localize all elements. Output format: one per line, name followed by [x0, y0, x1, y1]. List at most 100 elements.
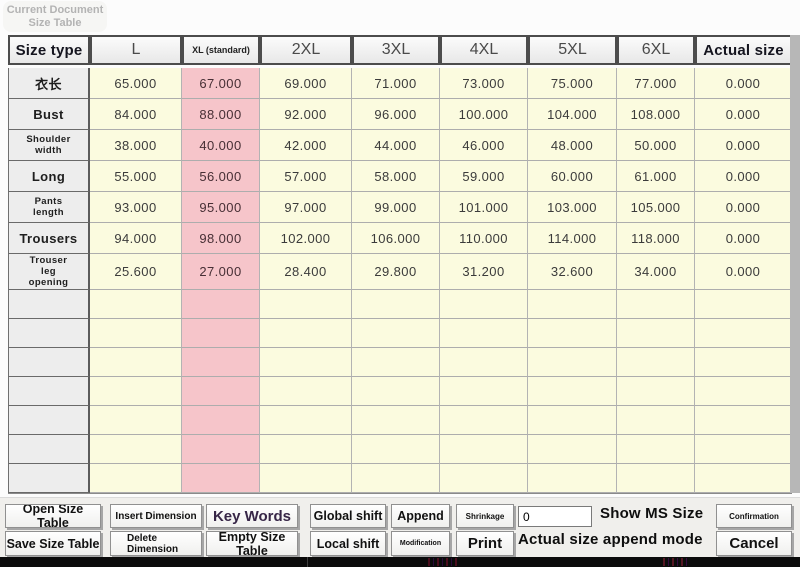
size-type-cell-empty[interactable]	[8, 290, 90, 319]
size-value-cell[interactable]: 44.000	[352, 130, 440, 161]
empty-cell[interactable]	[182, 464, 260, 493]
size-value-cell[interactable]: 60.000	[528, 161, 617, 192]
insert-dimension-button[interactable]: Insert Dimension	[110, 504, 202, 528]
size-type-cell-empty[interactable]	[8, 406, 90, 435]
key-words-button[interactable]: Key Words	[206, 504, 298, 528]
size-value-cell[interactable]: 46.000	[440, 130, 528, 161]
size-value-cell[interactable]: 48.000	[528, 130, 617, 161]
standard-size-cell[interactable]: 56.000	[182, 161, 260, 192]
empty-cell[interactable]	[528, 290, 617, 319]
size-value-cell[interactable]: 84.000	[90, 99, 182, 130]
standard-size-cell[interactable]: 27.000	[182, 254, 260, 290]
size-type-cell-empty[interactable]	[8, 377, 90, 406]
size-value-cell[interactable]: 92.000	[260, 99, 352, 130]
standard-size-cell[interactable]: 95.000	[182, 192, 260, 223]
size-value-cell[interactable]: 99.000	[352, 192, 440, 223]
size-value-cell[interactable]: 59.000	[440, 161, 528, 192]
ms-size-input[interactable]	[518, 506, 592, 527]
size-value-cell[interactable]: 118.000	[617, 223, 695, 254]
size-value-cell[interactable]: 105.000	[617, 192, 695, 223]
empty-cell[interactable]	[617, 348, 695, 377]
cancel-button[interactable]: Cancel	[716, 531, 792, 556]
open-size-table-button[interactable]: Open Size Table	[5, 504, 101, 528]
actual-size-cell[interactable]: 0.000	[695, 161, 792, 192]
empty-cell[interactable]	[260, 290, 352, 319]
global-shift-button[interactable]: Global shift	[310, 504, 386, 528]
empty-cell[interactable]	[440, 319, 528, 348]
empty-cell[interactable]	[260, 406, 352, 435]
empty-cell[interactable]	[440, 464, 528, 493]
size-type-cell-empty[interactable]	[8, 435, 90, 464]
size-value-cell[interactable]: 57.000	[260, 161, 352, 192]
empty-cell[interactable]	[617, 464, 695, 493]
empty-cell[interactable]	[695, 406, 792, 435]
size-value-cell[interactable]: 106.000	[352, 223, 440, 254]
empty-cell[interactable]	[528, 377, 617, 406]
modification-button[interactable]: Modification	[391, 531, 450, 556]
size-value-cell[interactable]: 55.000	[90, 161, 182, 192]
empty-cell[interactable]	[440, 435, 528, 464]
empty-cell[interactable]	[617, 377, 695, 406]
empty-cell[interactable]	[440, 348, 528, 377]
empty-cell[interactable]	[182, 406, 260, 435]
size-value-cell[interactable]: 108.000	[617, 99, 695, 130]
standard-size-cell[interactable]: 67.000	[182, 68, 260, 99]
size-value-cell[interactable]: 75.000	[528, 68, 617, 99]
empty-cell[interactable]	[352, 290, 440, 319]
standard-size-cell[interactable]: 98.000	[182, 223, 260, 254]
actual-size-cell[interactable]: 0.000	[695, 68, 792, 99]
empty-cell[interactable]	[182, 319, 260, 348]
size-value-cell[interactable]: 29.800	[352, 254, 440, 290]
delete-dimension-button[interactable]: Delete Dimension	[110, 531, 202, 556]
size-type-cell[interactable]: Trousers	[8, 223, 90, 254]
empty-cell[interactable]	[260, 464, 352, 493]
empty-cell[interactable]	[617, 319, 695, 348]
size-type-cell[interactable]: Bust	[8, 99, 90, 130]
empty-cell[interactable]	[617, 406, 695, 435]
empty-cell[interactable]	[260, 435, 352, 464]
size-value-cell[interactable]: 61.000	[617, 161, 695, 192]
empty-cell[interactable]	[352, 319, 440, 348]
size-value-cell[interactable]: 25.600	[90, 254, 182, 290]
empty-cell[interactable]	[90, 406, 182, 435]
size-value-cell[interactable]: 97.000	[260, 192, 352, 223]
empty-cell[interactable]	[695, 464, 792, 493]
confirmation-button[interactable]: Confirmation	[716, 504, 792, 528]
size-value-cell[interactable]: 28.400	[260, 254, 352, 290]
actual-size-cell[interactable]: 0.000	[695, 192, 792, 223]
empty-cell[interactable]	[90, 290, 182, 319]
size-value-cell[interactable]: 93.000	[90, 192, 182, 223]
size-type-cell-empty[interactable]	[8, 348, 90, 377]
empty-cell[interactable]	[528, 464, 617, 493]
size-type-cell-empty[interactable]	[8, 319, 90, 348]
empty-cell[interactable]	[90, 435, 182, 464]
size-value-cell[interactable]: 101.000	[440, 192, 528, 223]
print-button[interactable]: Print	[456, 531, 514, 556]
empty-cell[interactable]	[695, 348, 792, 377]
shrinkage-button[interactable]: Shrinkage	[456, 504, 514, 528]
size-type-cell[interactable]: 衣长	[8, 68, 90, 99]
empty-cell[interactable]	[617, 290, 695, 319]
empty-cell[interactable]	[182, 290, 260, 319]
empty-cell[interactable]	[90, 464, 182, 493]
empty-cell[interactable]	[182, 348, 260, 377]
size-value-cell[interactable]: 73.000	[440, 68, 528, 99]
empty-cell[interactable]	[260, 319, 352, 348]
size-value-cell[interactable]: 34.000	[617, 254, 695, 290]
empty-size-table-button[interactable]: Empty Size Table	[206, 531, 298, 556]
standard-size-cell[interactable]: 40.000	[182, 130, 260, 161]
size-value-cell[interactable]: 32.600	[528, 254, 617, 290]
empty-cell[interactable]	[528, 406, 617, 435]
size-value-cell[interactable]: 65.000	[90, 68, 182, 99]
empty-cell[interactable]	[352, 348, 440, 377]
size-value-cell[interactable]: 110.000	[440, 223, 528, 254]
size-value-cell[interactable]: 71.000	[352, 68, 440, 99]
empty-cell[interactable]	[90, 377, 182, 406]
size-type-cell-empty[interactable]	[8, 464, 90, 493]
empty-cell[interactable]	[695, 290, 792, 319]
size-value-cell[interactable]: 96.000	[352, 99, 440, 130]
empty-cell[interactable]	[695, 319, 792, 348]
empty-cell[interactable]	[90, 348, 182, 377]
size-value-cell[interactable]: 77.000	[617, 68, 695, 99]
size-value-cell[interactable]: 102.000	[260, 223, 352, 254]
